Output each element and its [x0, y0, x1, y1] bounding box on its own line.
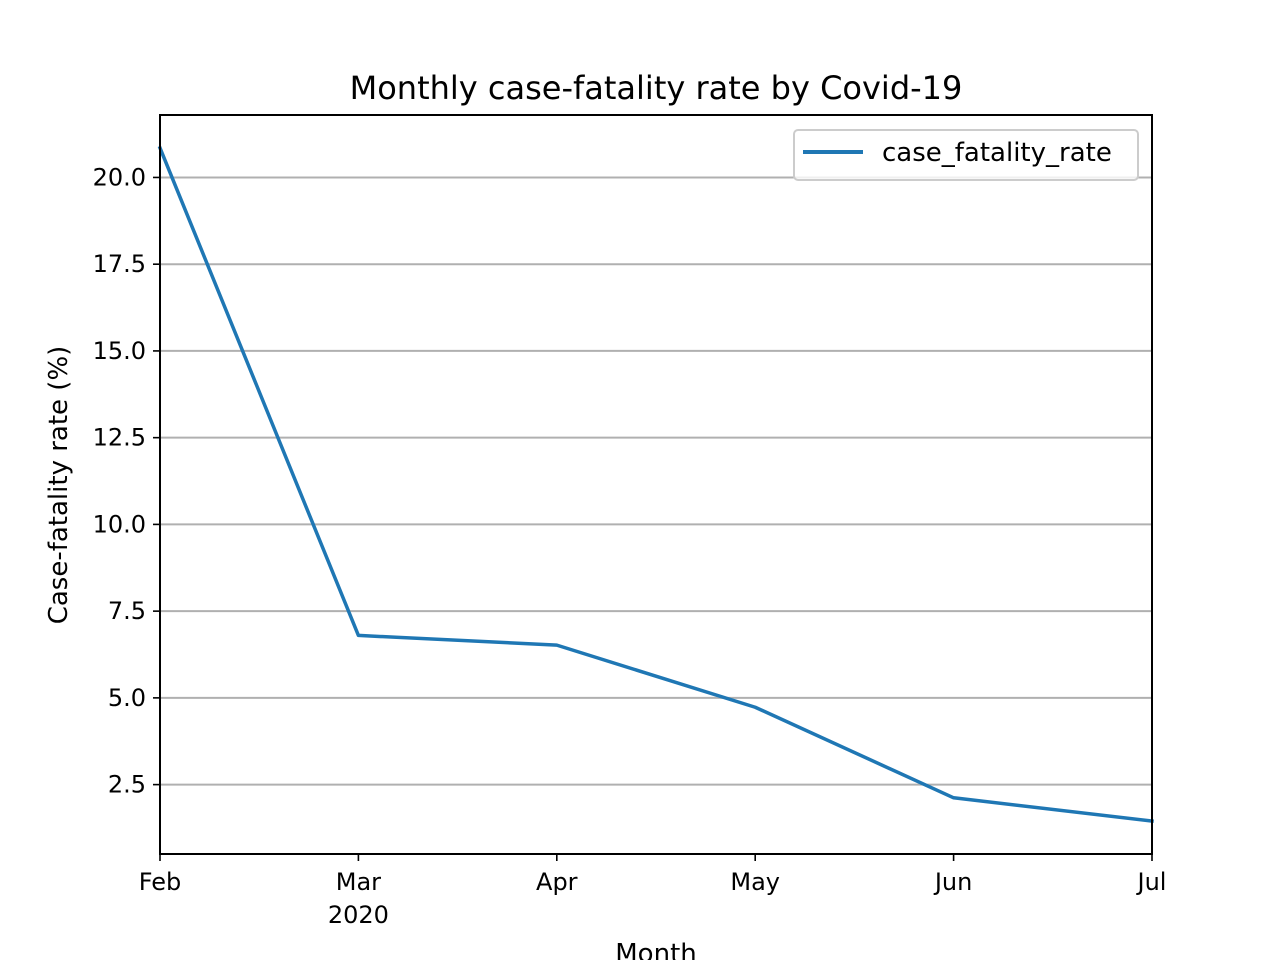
y-tick-label: 2.5 — [108, 771, 146, 799]
legend-label: case_fatality_rate — [882, 138, 1112, 168]
y-axis: 2.5 5.0 7.5 10.0 12.5 15.0 17.5 20.0 — [93, 163, 160, 799]
y-tick-label: 15.0 — [93, 337, 146, 365]
legend: case_fatality_rate — [793, 129, 1139, 181]
y-tick-label: 5.0 — [108, 684, 146, 712]
x-year-label: 2020 — [328, 901, 389, 929]
y-axis-label: Case-fatality rate (%) — [44, 346, 74, 625]
x-tick-label: Jun — [933, 868, 973, 896]
series-line — [157, 145, 1154, 823]
x-tick-label: Feb — [139, 868, 182, 896]
y-tick-label: 17.5 — [93, 250, 146, 278]
chart-title: Monthly case-fatality rate by Covid-19 — [350, 69, 963, 107]
x-tick-label: Apr — [536, 868, 578, 896]
legend-box — [793, 129, 1139, 181]
x-tick-label: Jul — [1136, 868, 1167, 896]
y-tick-label: 20.0 — [93, 163, 146, 191]
plot-frame — [159, 114, 1153, 855]
x-tick-label: May — [730, 868, 780, 896]
x-axis: Feb Mar Apr May Jun Jul — [139, 854, 1167, 896]
y-tick-label: 10.0 — [93, 510, 146, 538]
y-tick-label: 7.5 — [108, 597, 146, 625]
x-axis-label: Month — [615, 939, 697, 960]
y-gridlines — [160, 176, 1152, 786]
x-tick-label: Mar — [336, 868, 381, 896]
y-tick-label: 12.5 — [93, 424, 146, 452]
